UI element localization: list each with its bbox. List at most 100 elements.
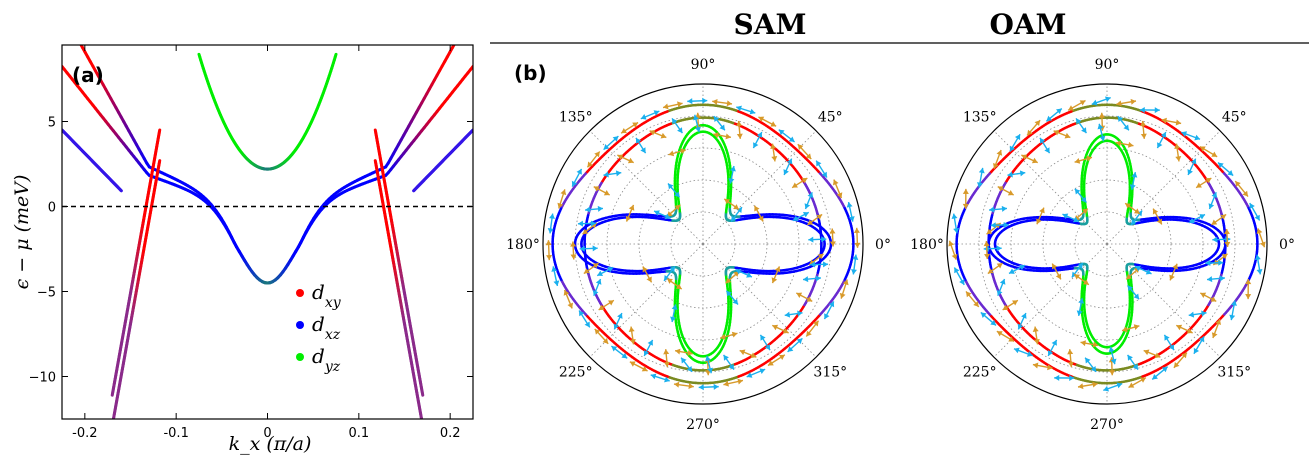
x-tick-label: 0 [263,426,271,441]
texture-arrow [1208,191,1218,210]
texture-arrow [723,378,744,387]
texture-arrow [586,151,601,168]
angle-label: 315° [813,364,847,380]
band-dxy-left-1 [110,128,162,397]
texture-arrow [650,373,670,383]
texture-arrow [752,131,763,149]
texture-arrow [1039,137,1051,154]
texture-arrow [996,330,1015,343]
texture-arrow [739,349,757,359]
texture-arrow [851,254,859,275]
texture-arrow [1103,382,1123,392]
texture-arrow [815,160,828,178]
texture-arrow [583,262,599,275]
texture-arrow [1129,172,1138,190]
texture-arrow [668,148,687,157]
texture-arrow [643,339,654,357]
angle-label: 315° [1217,364,1251,380]
texture-arrow [670,304,678,323]
texture-arrow [997,185,1014,196]
texture-arrow [723,198,740,211]
texture-arrow [1211,318,1221,339]
texture-arrow [1163,334,1175,351]
texture-arrow [666,277,683,290]
sam-polar-plot: 0° 45° 90° 135° 180° 225° 270° 315° [506,57,891,433]
x-tick-label: -0.1 [163,426,188,441]
texture-arrow [666,204,681,218]
texture-arrow [667,183,681,198]
texture-arrow [1080,340,1099,348]
band-dyz-upper [197,52,338,171]
texture-arrow [628,326,636,345]
texture-arrow [1017,312,1027,330]
polar-outer-ring [946,83,1268,405]
texture-arrow [1134,265,1152,275]
texture-arrow [1223,228,1231,248]
band-curves [62,45,473,419]
band-xz-lower-2 [62,64,473,285]
texture-arrow [593,185,610,196]
texture-arrow [753,205,764,222]
texture-arrow [1116,98,1137,107]
texture-arrow [948,240,958,260]
texture-arrow [736,105,756,115]
outer-band-1 [955,103,1259,385]
texture-arrow [1051,263,1062,280]
texture-arrow [649,129,667,139]
texture-arrow [1199,145,1218,158]
texture-arrow [1234,180,1249,197]
texture-arrow [579,245,598,252]
texture-arrow [713,115,726,131]
texture-arrow [1169,263,1178,281]
texture-arrow [642,266,653,283]
angle-label: 0° [1279,237,1295,253]
texture-arrow [1217,162,1234,177]
x-axis-label: k_x (π/a) [229,433,312,455]
texture-arrow [1124,202,1141,215]
texture-arrow [808,236,827,243]
band-dxy-left-2 [111,159,162,419]
angle-label: 90° [1095,57,1120,73]
texture-arrow [853,227,861,248]
texture-arrow [1007,170,1026,178]
texture-arrow [713,132,732,140]
texture-arrow [771,324,789,334]
texture-arrow [792,211,810,222]
texture-arrow [977,167,985,188]
texture-arrow [551,266,560,287]
texture-arrow [1127,285,1140,300]
texture-arrow [629,361,648,372]
texture-arrow [1097,123,1106,142]
texture-arrow [578,310,591,328]
texture-arrow [1074,155,1093,164]
texture-arrow [693,114,701,133]
angle-label: 270° [1090,417,1124,433]
texture-arrow [1077,381,1098,390]
texture-arrow [771,266,781,284]
x-tick-label: -0.2 [72,426,97,441]
legend-marker [296,289,304,297]
texture-arrow [810,261,829,268]
texture-arrow [987,262,1003,275]
texture-arrow [736,120,743,139]
texture-arrow [1200,292,1217,303]
texture-arrow [1188,213,1206,224]
texture-arrow [990,221,1009,229]
texture-arrow [1174,143,1182,162]
texture-arrow [1008,264,1026,275]
texture-arrow [965,291,980,308]
angle-label: 270° [686,417,720,433]
texture-arrow [797,143,812,160]
texture-arrow [596,266,614,277]
texture-arrow [1009,133,1021,152]
texture-arrow [603,135,619,151]
texture-arrow [1026,119,1041,136]
texture-arrow [723,354,735,371]
texture-arrow [598,299,615,311]
inner-band-1 [987,133,1227,355]
angle-label: 180° [910,237,944,253]
legend-label: dxy [312,280,342,311]
texture-arrow [673,381,694,389]
y-axis-label: ϵ − μ (meV) [11,175,33,290]
inner-band-2 [580,130,826,358]
